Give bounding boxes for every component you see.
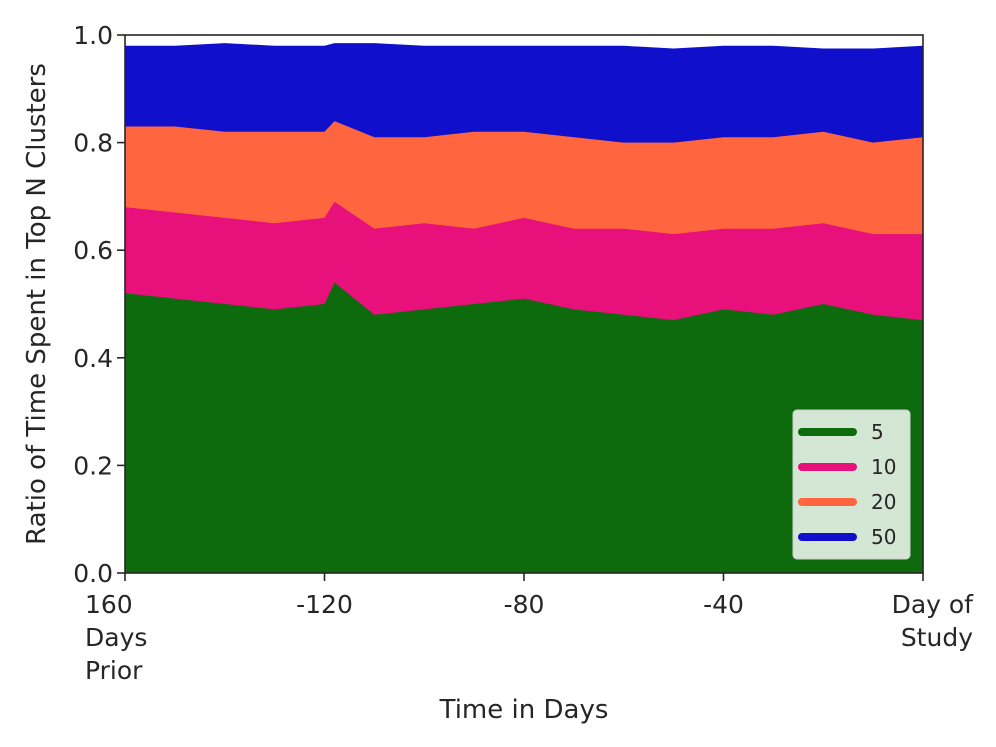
area-series-5 xyxy=(125,282,923,573)
x-tick-label: Day of Study xyxy=(892,590,975,652)
x-tick-label: -40 xyxy=(703,590,744,619)
legend: 5 10 20 50 xyxy=(792,409,911,560)
legend-label-10: 10 xyxy=(871,455,896,479)
y-tick-label: 0.6 xyxy=(73,236,113,265)
legend-box xyxy=(792,409,911,560)
legend-label-5: 5 xyxy=(871,420,884,444)
y-tick-label: 0.8 xyxy=(73,129,113,158)
y-tick-label: 1.0 xyxy=(73,21,113,50)
y-axis: 0.0 0.2 0.4 0.6 0.8 1.0 xyxy=(73,21,125,588)
stacked-areas xyxy=(125,43,923,574)
y-axis-title: Ratio of Time Spent in Top N Clusters xyxy=(22,63,52,545)
x-axis: 160 Days Prior -120 -80 -40 Day of Study xyxy=(85,573,974,685)
y-tick-label: 0.0 xyxy=(73,559,113,588)
legend-label-20: 20 xyxy=(871,490,896,514)
y-tick-label: 0.4 xyxy=(73,344,113,373)
x-tick-label: -120 xyxy=(296,590,353,619)
y-tick-label: 0.2 xyxy=(73,451,113,480)
x-tick-label: -80 xyxy=(504,590,545,619)
x-tick-label: 160 Days Prior xyxy=(85,590,147,685)
x-axis-title: Time in Days xyxy=(439,695,609,725)
legend-label-50: 50 xyxy=(871,525,896,549)
